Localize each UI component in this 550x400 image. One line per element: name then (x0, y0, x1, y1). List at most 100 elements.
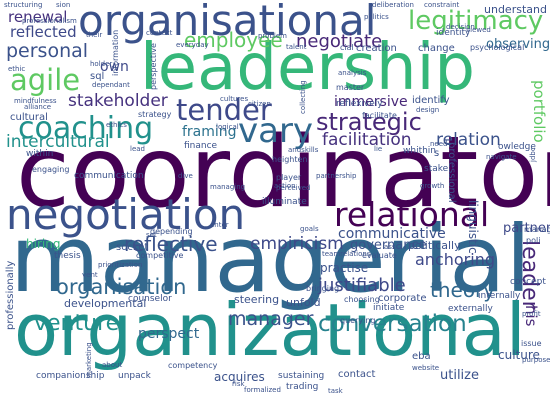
word-need: need (430, 140, 448, 148)
word-tender: tender (176, 93, 272, 127)
word-counselor: counselor (128, 294, 172, 304)
word-empiricism: empiricism (250, 234, 344, 254)
word-player: player (276, 173, 302, 182)
word-citizen: citizen (248, 100, 271, 108)
word-set: set (146, 231, 157, 239)
word-talent: talent (286, 43, 307, 51)
word-depending: depending (150, 227, 193, 236)
word-negotiation: negotiation (6, 190, 246, 239)
word-perspective: perspective (149, 43, 158, 90)
word-risk: risk (232, 380, 245, 388)
word-their: their (86, 31, 103, 39)
word-competency: competency (168, 361, 218, 370)
word-owledge: owledge (498, 142, 536, 152)
word-engaging: engaging (32, 165, 70, 174)
word-immersive: immersive (334, 94, 408, 110)
word-bringing: bringing (306, 284, 340, 293)
word-own: own (100, 59, 129, 75)
word-andskills: andskills (288, 146, 319, 154)
word-understand: understand (484, 3, 547, 16)
word-marketing: marketing (85, 342, 93, 378)
word-communicative: communicative (338, 226, 446, 242)
word-coaching: coaching (18, 111, 154, 146)
word-portfolio: portfolio (530, 80, 548, 143)
word-developmental: developmental (64, 297, 147, 310)
word-companionship: companionship (36, 371, 105, 381)
word-practise: practise (320, 261, 369, 275)
word-anchoring: anchoring (415, 250, 495, 269)
word-venture: venture (34, 311, 120, 336)
word-heighten: heighten (272, 155, 308, 164)
word-collecting: collecting (299, 80, 307, 114)
word-about: about (102, 361, 123, 369)
word-context: context (146, 29, 173, 37)
word-issue: issue (521, 339, 542, 348)
word-intercultural: intercultural (6, 132, 110, 152)
word-contact: contact (338, 369, 376, 380)
word-governance: governance (350, 238, 427, 253)
word-poli: poli (526, 236, 541, 245)
word-coordinator: coordinator (16, 116, 550, 230)
word-managerial: managerial (10, 206, 532, 313)
word-negotiate: negotiate (296, 31, 383, 52)
word-decision: decision (446, 23, 475, 31)
word-externally: externally (448, 304, 493, 314)
word-leadership: leadership (140, 31, 475, 105)
word-viewed: viewed (466, 26, 491, 34)
word-ethics: ethics (106, 121, 127, 129)
word-theory: theory (430, 278, 496, 302)
word-querying: querying (340, 316, 376, 325)
word-reflected: reflected (10, 23, 77, 41)
word-sql: sql (90, 71, 105, 82)
word-illuminate: illuminate (262, 197, 307, 207)
word-prioritization: prioritization (98, 261, 143, 269)
word-manager: manager (228, 308, 314, 330)
word-cultures: cultures (220, 95, 249, 103)
word-problem: problem (258, 32, 287, 40)
word-identity: identity (436, 28, 471, 38)
word-design: design (416, 106, 440, 114)
word-creation: creation (356, 43, 397, 54)
word-lie: lie (374, 145, 383, 153)
word-professional: professional (446, 142, 457, 203)
word-alliance: alliance (24, 103, 52, 111)
word-navigate: navigate (486, 153, 517, 161)
word-profit: profit (522, 310, 541, 318)
word-communication: communication (74, 171, 144, 181)
word-justifiable: justifiable (318, 275, 406, 296)
word-politics: politics (364, 13, 389, 21)
word-initiate: initiate (373, 303, 405, 313)
word-organisation: organisation (56, 275, 187, 299)
word-socket: socket (116, 242, 149, 253)
word-eba: eba (412, 351, 431, 362)
word-goals: goals (300, 225, 319, 233)
word-change: change (418, 43, 455, 54)
word-facilitate: facilitate (362, 111, 397, 120)
word-jdbc: jdbc (529, 147, 537, 162)
word-culture: culture (498, 348, 540, 362)
word-politically: politically (408, 239, 461, 252)
word-competitive: competitive (136, 251, 184, 260)
word-conversation: conversation (318, 311, 467, 337)
word-identify: identify (412, 95, 450, 106)
word-website: website (412, 364, 440, 372)
word-managing: managing (210, 183, 246, 191)
word-sion: sion (56, 1, 71, 9)
word-everyday: everyday (176, 41, 209, 49)
word-teamrelations: teamrelations (322, 250, 371, 258)
word-finance: finance (184, 141, 218, 151)
word-utilize: utilize (440, 368, 479, 383)
word-lead: lead (130, 145, 145, 153)
word-observing: observing (486, 37, 550, 52)
word-structuring: structuring (4, 1, 43, 9)
word-leader: leader (517, 240, 542, 310)
word-employee: employee (184, 28, 283, 52)
word-renewal: renewal (8, 8, 68, 26)
word-growth: growth (420, 182, 445, 190)
word-trading: trading (286, 382, 319, 392)
word-professionalism: professionalism (22, 17, 77, 25)
word-constraint: constraint (424, 1, 460, 9)
word-concept: concept (510, 277, 546, 287)
word-whithin: whithin (403, 146, 437, 156)
